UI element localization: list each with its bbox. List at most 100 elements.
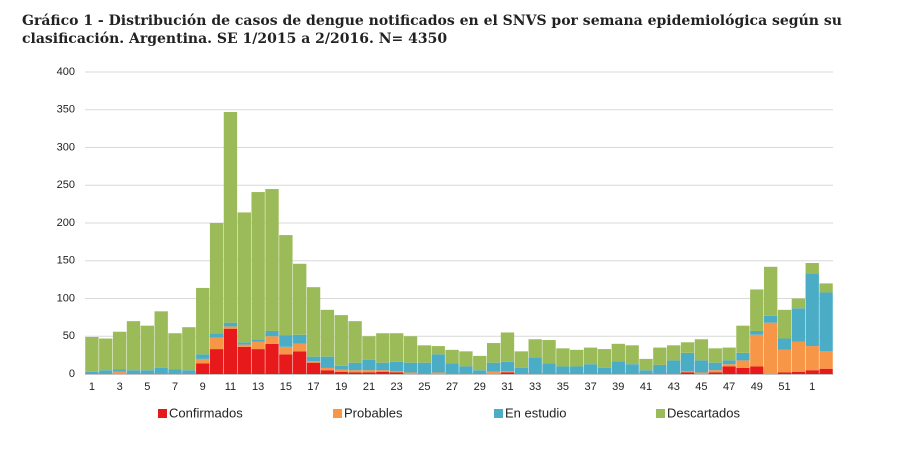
y-tick-label: 150 <box>57 255 75 267</box>
bar-segment <box>514 351 529 368</box>
legend-label: Confirmados <box>169 405 243 420</box>
x-tick-label: 9 <box>200 381 206 393</box>
bar-segment <box>237 212 251 343</box>
x-tick-label: 35 <box>557 381 569 393</box>
bar-segment <box>791 298 806 309</box>
bar-segment <box>819 292 833 352</box>
bar-segment <box>736 367 750 374</box>
bar-segment <box>777 309 792 339</box>
bar-segment <box>376 333 390 363</box>
y-tick-label: 250 <box>57 179 75 191</box>
bar-segment <box>473 355 487 371</box>
bar-segment <box>126 321 141 371</box>
chart-title: Gráfico 1 - Distribución de casos de den… <box>22 13 842 29</box>
bar-segment <box>667 360 681 374</box>
bar-segment <box>597 367 612 374</box>
x-tick-label: 1 <box>809 381 815 393</box>
bar-segment <box>320 309 335 357</box>
bar-segment <box>722 347 736 361</box>
bar-segment <box>306 361 321 363</box>
bar-segment <box>708 362 722 371</box>
bar-segment <box>722 366 736 374</box>
bar-segment <box>376 370 390 372</box>
bar-segment <box>763 315 778 323</box>
bar-segment <box>473 370 487 374</box>
y-tick-label: 400 <box>57 66 75 78</box>
bar-segment <box>791 308 806 342</box>
bar-segment <box>417 362 432 374</box>
x-tick-label: 19 <box>335 381 347 393</box>
bar-segment <box>168 333 182 370</box>
bar-segment <box>486 343 501 363</box>
bar-segment <box>209 337 224 350</box>
bar-segment <box>528 357 542 374</box>
bar-segment <box>293 351 307 374</box>
x-tick-label: 49 <box>751 381 763 393</box>
bar-segment <box>763 266 778 316</box>
bar-segment <box>777 372 792 374</box>
bar-segment <box>819 283 833 293</box>
bar-segment <box>570 349 584 367</box>
y-tick-label: 300 <box>57 141 75 153</box>
x-tick-label: 39 <box>612 381 624 393</box>
x-tick-label: 11 <box>225 381 236 393</box>
bar-segment <box>403 372 418 374</box>
bar-segment <box>556 366 570 374</box>
bar-segment <box>306 362 321 374</box>
bar-segment <box>500 370 515 373</box>
bar-segment <box>154 311 168 368</box>
bar-segment <box>777 349 792 373</box>
bar-segment <box>348 370 362 373</box>
bar-segment <box>196 287 210 355</box>
x-tick-label: 1 <box>89 381 95 393</box>
bar-segment <box>348 362 362 371</box>
bar-segment <box>680 342 695 353</box>
bar-segment <box>293 343 307 352</box>
bar-segment <box>389 361 404 371</box>
bar-segment <box>653 347 667 365</box>
bar-segment <box>819 351 833 369</box>
bar-segment <box>819 368 833 374</box>
bar-segment <box>223 112 238 323</box>
bar-segment <box>625 364 639 374</box>
bar-segment <box>168 369 182 374</box>
bar-segment <box>694 360 709 373</box>
x-tick-label: 5 <box>144 381 150 393</box>
bar-segment <box>279 335 293 347</box>
legend-swatch <box>494 409 503 418</box>
bar-segment <box>528 339 542 358</box>
bar-segment <box>805 263 819 274</box>
x-tick-label: 15 <box>280 381 292 393</box>
bar-segment <box>223 322 238 327</box>
bar-segment <box>99 370 113 374</box>
bar-segment <box>348 321 362 363</box>
bar-segment <box>320 356 335 368</box>
y-tick-label: 200 <box>57 217 75 229</box>
bar-segment <box>265 330 279 337</box>
bar-segment <box>320 367 335 371</box>
bar-segment <box>403 362 418 373</box>
bar-segment <box>570 366 584 374</box>
chart-title: clasificación. Argentina. SE 1/2015 a 2/… <box>22 31 447 47</box>
bar-segment <box>209 349 224 374</box>
bar-segment <box>750 366 764 374</box>
bar-segment <box>389 372 404 374</box>
bar-segment <box>306 356 321 362</box>
bar-segment <box>805 273 819 347</box>
bar-segment <box>237 346 251 374</box>
x-tick-label: 3 <box>117 381 123 393</box>
bar-segment <box>514 367 529 374</box>
bar-segment <box>376 371 390 374</box>
bar-segment <box>459 366 473 374</box>
x-tick-label: 25 <box>418 381 430 393</box>
bar-segment <box>500 332 515 362</box>
bar-segment <box>99 338 113 371</box>
bar-segment <box>85 337 99 372</box>
bar-segment <box>209 223 224 334</box>
bar-segment <box>362 336 376 360</box>
bar-segment <box>431 354 445 373</box>
bar-segment <box>112 371 127 374</box>
bar-segment <box>542 340 556 364</box>
bar-segment <box>293 334 307 344</box>
x-tick-label: 17 <box>307 381 319 393</box>
